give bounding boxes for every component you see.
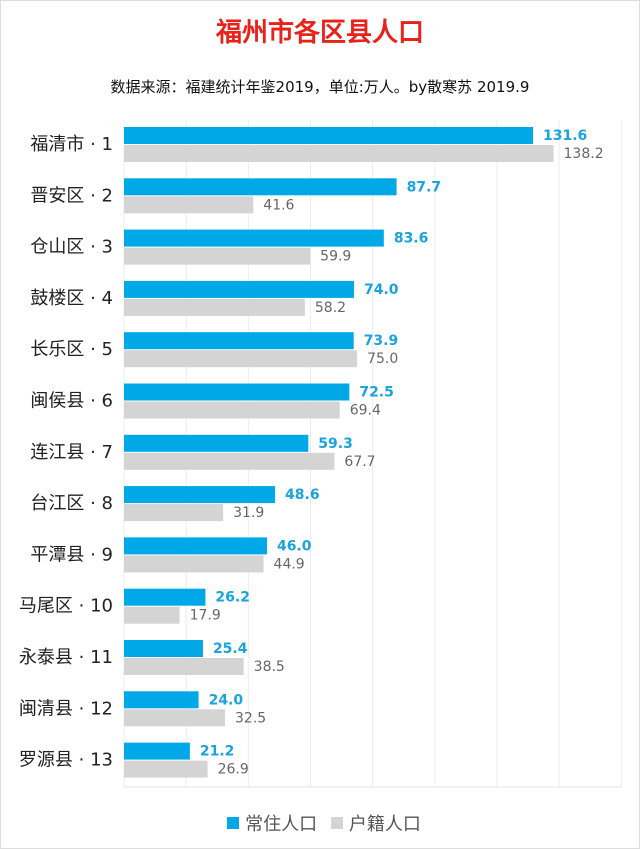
category-label: 平潭县 · 9 <box>30 544 113 565</box>
category-label: 鼓楼区 · 4 <box>30 288 113 309</box>
data-label: 44.9 <box>274 556 305 572</box>
bar-changzhu <box>124 178 397 196</box>
bar-changzhu <box>124 434 309 452</box>
data-label: 26.2 <box>215 590 250 606</box>
data-label: 87.7 <box>407 179 442 195</box>
category-label: 仓山区 · 3 <box>30 237 113 258</box>
category-label: 闽清县 · 12 <box>19 698 113 719</box>
category-label: 连江县 · 7 <box>30 442 113 463</box>
chart-title: 福州市各区县人口 <box>215 18 424 48</box>
data-label: 59.9 <box>320 249 351 265</box>
bar-huji <box>124 196 254 214</box>
bar-huji <box>124 401 340 419</box>
bar-changzhu <box>124 691 199 709</box>
data-label: 59.3 <box>318 436 353 452</box>
bar-huji <box>124 145 554 162</box>
data-label: 46.0 <box>277 538 312 554</box>
data-label: 67.7 <box>344 454 375 470</box>
category-label: 闽侯县 · 6 <box>30 391 113 412</box>
bar-huji <box>124 606 180 624</box>
bar-changzhu <box>124 332 354 350</box>
data-label: 25.4 <box>213 641 248 657</box>
data-label: 21.2 <box>200 744 235 760</box>
data-label: 38.5 <box>254 659 285 675</box>
bar-changzhu <box>124 537 267 555</box>
category-label: 晋安区 · 2 <box>30 185 113 206</box>
bar-huji <box>124 658 244 675</box>
bar-huji <box>124 247 311 265</box>
bar-changzhu <box>124 383 350 401</box>
data-label: 58.2 <box>315 300 346 316</box>
bar-changzhu <box>124 127 534 144</box>
legend-swatch-1 <box>330 817 343 829</box>
category-label: 长乐区 · 5 <box>30 339 113 360</box>
bar-huji <box>124 298 305 316</box>
category-label: 马尾区 · 10 <box>19 596 113 617</box>
bar-changzhu <box>124 742 190 760</box>
category-label: 罗源县 · 13 <box>19 750 113 771</box>
bar-changzhu <box>124 280 354 298</box>
bar-huji <box>124 350 358 368</box>
data-label: 138.2 <box>564 146 604 162</box>
data-label: 74.0 <box>364 282 399 298</box>
data-label: 31.9 <box>233 505 264 521</box>
data-label: 17.9 <box>190 608 221 624</box>
legend: 常住人口 户籍人口 <box>0 810 640 836</box>
data-label: 41.6 <box>263 197 294 213</box>
legend-swatch-0 <box>227 817 240 829</box>
data-label: 131.6 <box>543 128 587 144</box>
data-label: 26.9 <box>218 762 249 778</box>
data-label: 75.0 <box>367 351 398 367</box>
data-label: 32.5 <box>235 710 266 726</box>
category-label: 福清市 · 1 <box>30 134 113 155</box>
bar-huji <box>124 452 335 470</box>
bar-huji <box>124 555 264 573</box>
bar-huji <box>124 504 224 522</box>
bar-changzhu <box>124 640 203 657</box>
data-label: 48.6 <box>285 487 320 503</box>
legend-label-0: 常住人口 <box>245 814 318 835</box>
data-label: 24.0 <box>209 692 244 708</box>
legend-label-1: 户籍人口 <box>348 814 421 835</box>
bar-huji <box>124 760 208 778</box>
bar-changzhu <box>124 486 276 504</box>
chart-subtitle: 数据来源：福建统计年鉴2019，单位:万人。by散寒苏 2019.9 <box>110 78 530 96</box>
bar-changzhu <box>124 588 206 606</box>
data-label: 72.5 <box>359 385 394 401</box>
category-label: 台江区 · 8 <box>30 493 113 514</box>
category-label: 永泰县 · 11 <box>19 647 113 668</box>
data-label: 83.6 <box>394 231 429 247</box>
data-label: 69.4 <box>350 403 381 419</box>
bar-changzhu <box>124 229 384 247</box>
bar-huji <box>124 709 226 727</box>
data-label: 73.9 <box>364 333 399 349</box>
